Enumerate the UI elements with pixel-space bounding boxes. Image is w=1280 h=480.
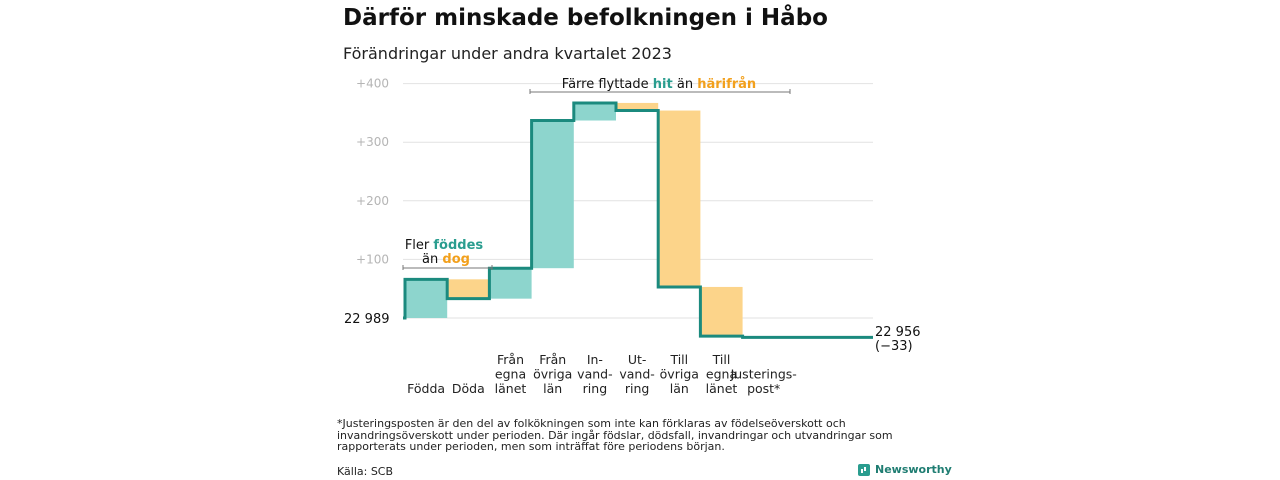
x-label: Justerings- [730,367,797,382]
births-annotation: Fler föddes än dog [402,238,493,270]
x-label: ring [583,381,607,396]
x-label: ring [625,381,649,396]
migration-annotation-text: Färre flyttade [562,77,653,92]
births-annotation-text: Fler [405,238,434,253]
x-label: Från [497,352,524,367]
migration-annotation-emph2: härifrån [697,77,756,92]
bar-5 [573,102,616,121]
bar-2 [447,279,490,299]
migration-annotation-mid: än [673,77,697,92]
source-label: Källa: SCB [337,465,394,478]
bar-6 [616,102,659,111]
x-label: post* [747,381,780,396]
x-label: vand- [577,367,612,382]
x-label: In- [587,352,603,367]
births-annotation-emph2: dog [442,252,470,267]
x-label: Döda [452,381,485,396]
y-tick-label: +100 [356,252,389,266]
y-tick-label: +300 [356,135,389,149]
x-label: Till [669,352,688,367]
x-label: Ut- [628,352,647,367]
x-label: egna [495,367,526,382]
step-line [403,101,873,339]
migration-annotation-emph: hit [653,77,673,92]
grid-lines [403,83,873,319]
births-annotation-emph: föddes [433,238,483,253]
bar-7 [658,110,701,287]
y-tick-label: +400 [356,77,389,91]
start-value-label: 22 989 [344,312,390,327]
brand[interactable]: Newsworthy [858,463,952,476]
waterfall-chart: +100+200+300+400 Födda DödaFrånegnalänetF… [344,77,921,396]
x-label: Födda [407,381,445,396]
footnote: *Justeringsposten är den del av folkökni… [337,417,893,453]
chart-title: Därför minskade befolkningen i Håbo [343,5,828,31]
svg-text:Färre flyttade hit än härifrån: Färre flyttade hit än härifrån [562,77,756,92]
x-label: övriga [660,367,699,382]
x-label: Från [539,352,566,367]
bar-8 [700,286,743,337]
migration-annotation: Färre flyttade hit än härifrån [529,77,791,94]
births-bracket [402,265,493,270]
bar-1 [405,279,448,318]
x-label: egna [706,367,737,382]
x-label: länet [495,381,527,396]
x-label: länet [706,381,738,396]
chart-subtitle: Förändringar under andra kvartalet 2023 [343,44,672,63]
bar-4 [531,120,574,269]
end-change-label: (−33) [875,339,913,354]
migration-bracket [529,89,791,94]
y-axis-ticks: +100 +200 +300 +400 [356,77,389,267]
x-label: övriga [533,367,572,382]
newsworthy-logo-icon [858,463,870,476]
x-label: vand- [619,367,654,382]
x-label: län [543,381,562,396]
bar-3 [489,268,532,299]
svg-text:än dog: än dog [422,252,470,267]
svg-text:Fler föddes: Fler föddes [405,238,484,253]
births-annotation-text2: än [422,252,442,267]
y-tick-label: +200 [356,194,389,208]
x-axis-labels: Födda DödaFrånegnalänetFrånövrigalänIn-va… [407,352,797,396]
bars [405,102,785,338]
x-label: län [670,381,689,396]
cumulative-line [403,101,873,339]
end-value-label: 22 956 [875,325,921,340]
brand-name: Newsworthy [875,463,952,476]
x-label: Till [712,352,731,367]
